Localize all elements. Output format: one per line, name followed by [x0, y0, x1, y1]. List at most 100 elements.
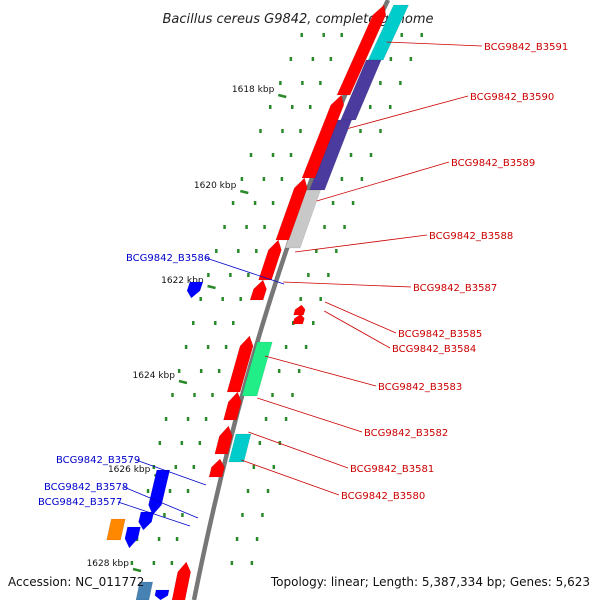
- track-dot: [349, 153, 353, 157]
- scale-tick-label: 1624 kbp: [133, 371, 176, 381]
- gene-label-BCG9842_B3579[interactable]: BCG9842_B3579: [56, 455, 140, 466]
- scale-tick-mark: [277, 93, 287, 99]
- track-dot: [198, 441, 202, 445]
- gene-label-BCG9842_B3580[interactable]: BCG9842_B3580: [341, 491, 425, 502]
- scale-tick-label: 1622 kbp: [161, 276, 204, 286]
- gene-arrow-BCG9842_B3584[interactable]: [292, 313, 305, 325]
- track-dot: [249, 153, 253, 157]
- leader-line: [295, 234, 428, 253]
- leader-line: [347, 95, 469, 129]
- gene-arrow-partial[interactable]: [171, 561, 191, 600]
- cog-box-BCG9842_B3591[interactable]: [367, 4, 409, 61]
- leader-line: [257, 397, 363, 433]
- gene-label-BCG9842_B3581[interactable]: BCG9842_B3581: [350, 464, 434, 475]
- gene-label-BCG9842_B3585[interactable]: BCG9842_B3585: [398, 329, 482, 340]
- gene-label-BCG9842_B3591[interactable]: BCG9842_B3591: [484, 42, 568, 53]
- gene-arrow-BCG9842_B3580[interactable]: [208, 458, 225, 478]
- leader-line: [316, 161, 450, 202]
- cog-track: [106, 4, 409, 600]
- track-dot: [181, 513, 184, 517]
- track-dot: [247, 273, 250, 277]
- track-dot: [351, 201, 355, 205]
- cog-box-BCG9842_B3583[interactable]: [241, 341, 273, 397]
- gene-label-BCG9842_B3584[interactable]: BCG9842_B3584: [392, 344, 476, 355]
- track-dot: [193, 393, 196, 397]
- track-dot: [192, 321, 195, 325]
- leader-line: [241, 459, 340, 496]
- track-dot: [400, 33, 403, 37]
- track-dot: [261, 513, 264, 517]
- gene-label-BCG9842_B3589[interactable]: BCG9842_B3589: [451, 158, 535, 169]
- gene-arrow-partial[interactable]: [154, 589, 170, 600]
- gene-arrow-BCG9842_B3582[interactable]: [223, 391, 242, 421]
- gene-label-BCG9842_B3578[interactable]: BCG9842_B3578: [44, 482, 128, 493]
- gene-label-BCG9842_B3582[interactable]: BCG9842_B3582: [364, 428, 448, 439]
- track-dot: [291, 393, 294, 397]
- cog-box-partial[interactable]: [135, 581, 154, 600]
- leader-line: [117, 501, 191, 527]
- track-dot: [171, 393, 174, 397]
- track-dot: [232, 321, 235, 325]
- track-dot: [211, 393, 214, 397]
- track-dot: [262, 177, 266, 181]
- gene-arrow-BCG9842_B3578[interactable]: [138, 511, 155, 531]
- track-dot: [289, 57, 293, 61]
- cog-box-BCG9842_B3590[interactable]: [340, 59, 382, 121]
- gene-arrow-BCG9842_B3577[interactable]: [124, 526, 141, 549]
- gene-arrow-BCG9842_B3579[interactable]: [148, 469, 171, 516]
- track-dot: [300, 33, 303, 37]
- gene-arrow-BCG9842_B3587[interactable]: [249, 279, 267, 301]
- track-dot: [280, 177, 284, 181]
- track-dot: [240, 177, 244, 181]
- gene-arrow-BCG9842_B3583[interactable]: [226, 335, 254, 393]
- track-dot: [246, 489, 250, 493]
- track-dot: [312, 321, 315, 325]
- track-dot: [255, 249, 258, 253]
- track-dot: [315, 249, 318, 253]
- track-dot: [331, 201, 335, 205]
- track-dot: [309, 105, 312, 109]
- track-dot: [329, 57, 333, 61]
- gene-label-BCG9842_B3577[interactable]: BCG9842_B3577: [38, 497, 122, 508]
- gene-arrow-BCG9842_B3591[interactable]: [336, 4, 387, 96]
- gene-label-BCG9842_B3590[interactable]: BCG9842_B3590: [470, 92, 554, 103]
- gene-arrow-BCG9842_B3586[interactable]: [186, 281, 204, 299]
- gene-arrow-BCG9842_B3581[interactable]: [214, 425, 233, 455]
- gene-label-BCG9842_B3587[interactable]: BCG9842_B3587: [413, 283, 497, 294]
- track-dot: [164, 417, 168, 421]
- track-dot: [215, 249, 218, 253]
- track-dot: [299, 297, 302, 301]
- track-dot: [217, 369, 221, 373]
- track-dot: [327, 273, 330, 277]
- scale-tick-mark: [132, 567, 142, 573]
- track-dot: [157, 537, 161, 541]
- track-dot: [199, 369, 203, 373]
- track-dot: [180, 441, 184, 445]
- track-dot: [420, 33, 423, 37]
- track-dots: [130, 33, 423, 565]
- gene-arrow-BCG9842_B3589[interactable]: [275, 177, 308, 241]
- track-dot: [284, 345, 288, 349]
- gene-label-BCG9842_B3586[interactable]: BCG9842_B3586: [126, 253, 210, 264]
- track-dot: [399, 81, 402, 85]
- track-dot: [231, 201, 235, 205]
- gene-arrow-BCG9842_B3588[interactable]: [258, 239, 282, 281]
- track-dot: [340, 33, 343, 37]
- track-dot: [259, 129, 262, 133]
- scale-tick-mark: [240, 189, 249, 195]
- track-dot: [304, 345, 308, 349]
- gene-label-BCG9842_B3583[interactable]: BCG9842_B3583: [378, 382, 462, 393]
- leader-line: [283, 281, 412, 288]
- cog-box-BCG9842_B3581[interactable]: [228, 433, 252, 463]
- track-dot: [277, 369, 281, 373]
- cog-box-BCG9842_B3577[interactable]: [106, 518, 126, 541]
- gene-arrow-BCG9842_B3585[interactable]: [293, 304, 306, 316]
- track-dot: [264, 417, 268, 421]
- track-dot: [214, 321, 217, 325]
- gene-label-BCG9842_B3588[interactable]: BCG9842_B3588: [429, 231, 513, 242]
- track-dot: [271, 201, 275, 205]
- track-dot: [266, 489, 270, 493]
- gene-arrow-BCG9842_B3590[interactable]: [301, 94, 345, 179]
- track-dot: [359, 129, 362, 133]
